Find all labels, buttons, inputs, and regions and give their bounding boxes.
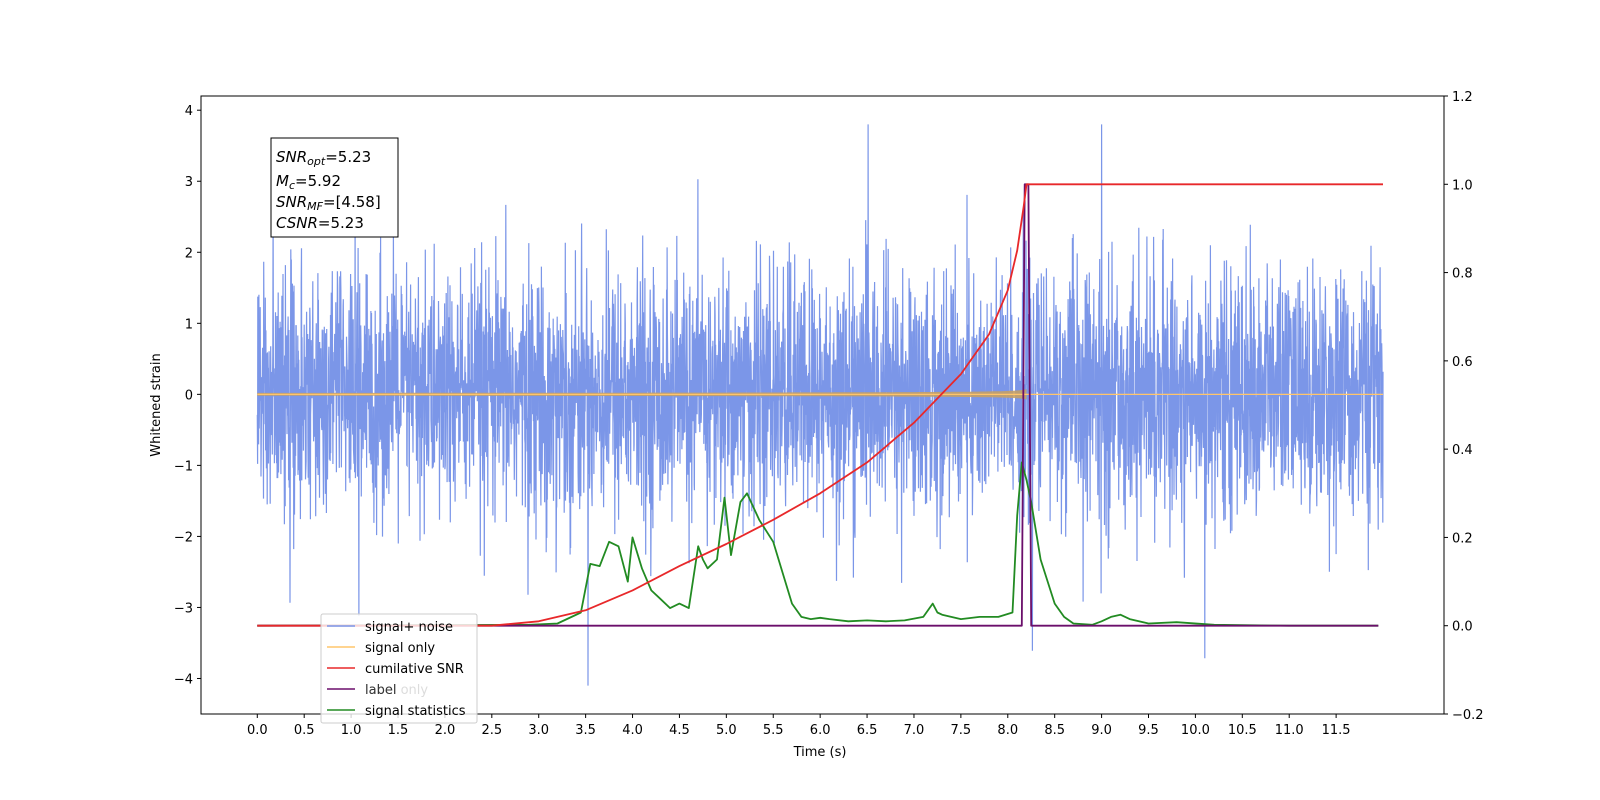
legend-item-label-only: label only [365, 683, 428, 698]
y2-tick-label: 0.8 [1452, 267, 1473, 282]
x-tick-label: 5.0 [716, 723, 737, 738]
x-tick-label: 11.5 [1322, 723, 1351, 738]
x-tick-label: 9.0 [1091, 723, 1112, 738]
x-tick-label: 6.0 [810, 723, 831, 738]
stats-annotation-box: SNRopt=5.23 Mc=5.92 SNRMF=[4.58] CSNR=5.… [270, 137, 399, 238]
y-tick-label: 2 [185, 246, 193, 261]
y-tick-label: 4 [185, 104, 193, 119]
x-tick-label: 7.0 [904, 723, 925, 738]
y-tick-label: −2 [174, 530, 193, 545]
x-tick-label: 1.0 [341, 723, 362, 738]
y2-tick-label: −0.2 [1452, 708, 1484, 723]
y2-tick-label: 1.2 [1452, 90, 1473, 105]
annotation-csnr: CSNR=5.23 [276, 214, 364, 232]
svg-text:signal statistics: signal statistics [365, 704, 466, 719]
x-tick-label: 2.5 [481, 723, 502, 738]
y2-tick-label: 0.6 [1452, 355, 1473, 370]
y2-tick-label: 0.2 [1452, 531, 1473, 546]
legend-item-signal-only: signal only [327, 641, 435, 656]
y2-tick-label: 0.0 [1452, 620, 1473, 635]
x-tick-label: 10.0 [1181, 723, 1210, 738]
x-tick-label: 9.5 [1138, 723, 1159, 738]
plot-area [256, 124, 1384, 686]
y-tick-label: −1 [174, 459, 193, 474]
y-tick-label: 1 [185, 317, 193, 332]
x-tick-label: 1.5 [388, 723, 409, 738]
x-tick-label: 2.0 [435, 723, 456, 738]
x-tick-label: 4.0 [622, 723, 643, 738]
series-signal-statistics [257, 461, 1379, 627]
x-tick-label: 8.5 [1044, 723, 1065, 738]
svg-text:signal only: signal only [365, 641, 435, 656]
x-tick-label: 0.0 [247, 723, 268, 738]
legend-frame [320, 613, 478, 724]
y-tick-label: 0 [185, 388, 193, 403]
legend-item-label: label [327, 683, 396, 698]
annotation-snr-opt: SNRopt=5.23 [276, 148, 371, 168]
annotation-mc: Mc=5.92 [276, 172, 341, 192]
x-tick-label: 5.5 [763, 723, 784, 738]
x-tick-label: 4.5 [669, 723, 690, 738]
y-axis-left: 4 3 2 1 0 −1 −2 −3 −4 [174, 104, 201, 687]
series-cumilative-snr [257, 183, 1383, 627]
svg-text:signal+ noise: signal+ noise [365, 620, 453, 635]
x-tick-label: 3.0 [528, 723, 549, 738]
svg-text:label: label [365, 683, 396, 698]
x-tick-label: 3.5 [575, 723, 596, 738]
y-tick-label: 3 [185, 175, 193, 190]
x-axis-label: Time (s) [793, 745, 847, 760]
y-axis-label: Whitened strain [149, 353, 164, 456]
y-tick-label: −3 [174, 601, 193, 616]
x-tick-label: 6.5 [857, 723, 878, 738]
x-tick-label: 8.0 [997, 723, 1018, 738]
legend-item-signal-noise: signal+ noise [327, 620, 453, 635]
annotation-snr-mf: SNRMF=[4.58] [276, 193, 381, 213]
x-tick-label: 7.5 [951, 723, 972, 738]
x-tick-label: 0.5 [294, 723, 315, 738]
legend: signal+ noise signal only cumilative SNR… [320, 613, 478, 724]
svg-text:label only: label only [365, 683, 428, 698]
series-signal-noise [256, 124, 1384, 686]
axes-frame [200, 95, 1445, 715]
y-axis-right: 1.2 1.0 0.8 0.6 0.4 0.2 0.0 −0.2 [1444, 90, 1484, 723]
x-tick-label: 10.5 [1228, 723, 1257, 738]
legend-item-cumilative-snr: cumilative SNR [327, 662, 464, 677]
y2-tick-label: 0.4 [1452, 443, 1473, 458]
y-tick-label: −4 [174, 672, 193, 687]
svg-text:cumilative SNR: cumilative SNR [365, 662, 464, 677]
x-axis: 0.0 0.5 1.0 1.5 2.0 2.5 3.0 3.5 4.0 4.5 5.0 5.5 6.0 6… [247, 714, 1351, 738]
legend-item-signal-statistics: signal statistics [327, 704, 466, 719]
x-tick-label: 11.0 [1275, 723, 1304, 738]
y2-tick-label: 1.0 [1452, 178, 1473, 193]
